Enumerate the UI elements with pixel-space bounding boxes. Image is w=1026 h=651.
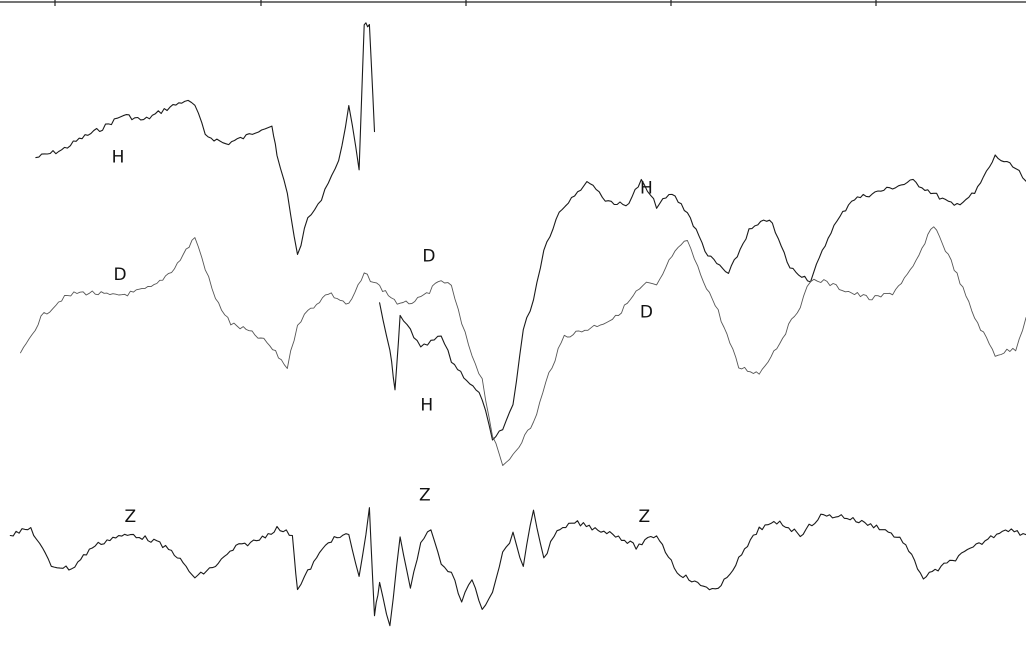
trace-label-d: D — [113, 265, 126, 285]
trace-label-h: H — [112, 147, 125, 167]
trace-label-d: D — [422, 247, 435, 267]
trace-h-segment-1 — [379, 154, 1026, 441]
trace-label-h: H — [640, 178, 653, 198]
trace-label-z: Z — [638, 507, 650, 527]
trace-layer — [9, 22, 1026, 627]
trace-label-z: Z — [419, 485, 431, 505]
annotation-layer: H D Z D H Z H D Z — [112, 147, 653, 527]
trace-label-z: Z — [124, 507, 136, 527]
trace-d-segment-0 — [20, 226, 1026, 466]
trace-z-segment-0 — [9, 507, 1026, 627]
top-axis-ticks — [54, 0, 877, 6]
trace-label-h: H — [420, 395, 433, 415]
trace-label-d: D — [640, 302, 653, 322]
trace-h-segment-0 — [35, 22, 376, 255]
